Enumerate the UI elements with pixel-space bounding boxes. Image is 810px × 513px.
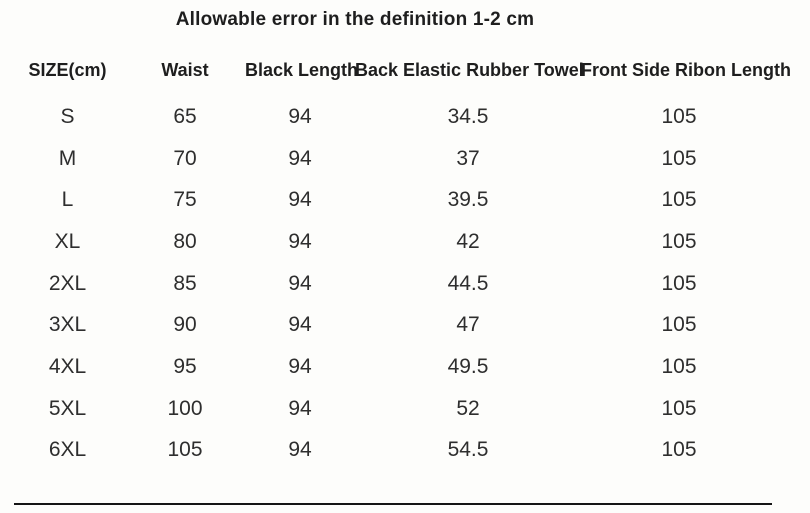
size-chart-header-row: SIZE(cm) Waist Black Length Back Elastic…: [0, 60, 810, 81]
size-chart-title: Allowable error in the definition 1-2 cm: [175, 9, 535, 30]
size-chart-body: S 65 94 34.5 105 M 70 94 37 105 L 75 94 …: [0, 96, 810, 471]
cell-black-length: 94: [288, 229, 312, 253]
cell-size: M: [58, 146, 77, 170]
cell-size: 2XL: [48, 271, 87, 295]
column-header-back-elastic-rubber-towel: Back Elastic Rubber Towel: [355, 60, 584, 80]
column-header-size: SIZE(cm): [28, 60, 107, 80]
table-row-4xl: 4XL 95 94 49.5 105: [0, 346, 810, 388]
cell-front-ribon: 105: [661, 313, 697, 337]
table-row-6xl: 6XL 105 94 54.5 105: [0, 430, 810, 472]
cell-black-length: 94: [288, 438, 312, 462]
column-header-front-side-ribon-length: Front Side Ribon Length: [581, 60, 791, 80]
cell-waist: 80: [173, 229, 197, 253]
cell-black-length: 94: [288, 354, 312, 378]
cell-size: XL: [54, 229, 81, 253]
cell-size: 6XL: [48, 438, 87, 462]
cell-front-ribon: 105: [661, 188, 697, 212]
cell-size: 4XL: [48, 354, 87, 378]
cell-waist: 65: [173, 104, 197, 128]
cell-waist: 75: [173, 188, 197, 212]
table-row-3xl: 3XL 90 94 47 105: [0, 304, 810, 346]
cell-black-length: 94: [288, 104, 312, 128]
cell-waist: 70: [173, 146, 197, 170]
table-row-m: M 70 94 37 105: [0, 138, 810, 180]
column-header-waist: Waist: [161, 60, 209, 80]
cell-back-elastic: 39.5: [447, 188, 489, 212]
column-header-black-length: Black Length: [245, 60, 359, 80]
cell-black-length: 94: [288, 313, 312, 337]
bottom-divider-line: [14, 503, 772, 505]
cell-black-length: 94: [288, 396, 312, 420]
cell-size: 3XL: [48, 313, 87, 337]
cell-front-ribon: 105: [661, 146, 697, 170]
cell-back-elastic: 37: [456, 146, 480, 170]
cell-back-elastic: 42: [456, 229, 480, 253]
cell-size: 5XL: [48, 396, 87, 420]
cell-waist: 85: [173, 271, 197, 295]
table-row-l: L 75 94 39.5 105: [0, 179, 810, 221]
table-row-5xl: 5XL 100 94 52 105: [0, 388, 810, 430]
table-row-xl: XL 80 94 42 105: [0, 221, 810, 263]
cell-back-elastic: 54.5: [447, 438, 489, 462]
cell-waist: 90: [173, 313, 197, 337]
table-row-s: S 65 94 34.5 105: [0, 96, 810, 138]
cell-back-elastic: 49.5: [447, 354, 489, 378]
cell-size: L: [61, 188, 74, 212]
cell-back-elastic: 44.5: [447, 271, 489, 295]
cell-front-ribon: 105: [661, 271, 697, 295]
cell-front-ribon: 105: [661, 354, 697, 378]
cell-black-length: 94: [288, 146, 312, 170]
table-row-2xl: 2XL 85 94 44.5 105: [0, 263, 810, 305]
cell-front-ribon: 105: [661, 104, 697, 128]
cell-back-elastic: 52: [456, 396, 480, 420]
cell-back-elastic: 34.5: [447, 104, 489, 128]
cell-front-ribon: 105: [661, 229, 697, 253]
cell-waist: 95: [173, 354, 197, 378]
cell-back-elastic: 47: [456, 313, 480, 337]
cell-black-length: 94: [288, 271, 312, 295]
cell-black-length: 94: [288, 188, 312, 212]
cell-front-ribon: 105: [661, 396, 697, 420]
cell-waist: 100: [167, 396, 203, 420]
cell-size: S: [60, 104, 75, 128]
cell-front-ribon: 105: [661, 438, 697, 462]
cell-waist: 105: [167, 438, 203, 462]
